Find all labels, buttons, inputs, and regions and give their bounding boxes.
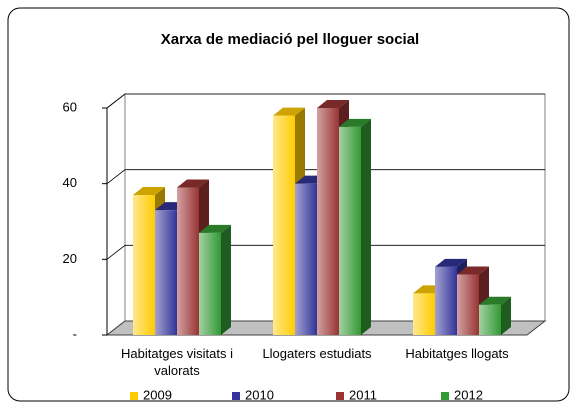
bar [435,266,457,335]
legend-swatch [232,392,240,400]
x-tick-label: Llogaters estudiats [262,346,372,361]
bar-top [339,118,371,127]
bar [479,304,501,335]
bar-top [435,258,467,267]
grid-line [106,244,545,260]
grid-line [106,169,545,184]
bar-top [479,296,511,305]
y-tick-label: 60 [63,99,77,114]
side-wall [106,92,126,337]
legend-label: 2011 [349,387,377,402]
bar [199,232,221,335]
bar-side [221,224,231,335]
bar [339,126,361,336]
bar-side [361,118,371,336]
bar [295,183,317,335]
bar [457,274,479,335]
chart-title: Xarxa de mediació pel lloguer social [161,31,419,48]
bar [133,195,155,335]
bar [317,108,339,335]
y-tick-label: 40 [63,175,77,190]
legend-swatch [441,392,449,400]
legend-swatch [336,392,344,400]
bar-top [273,107,305,116]
grid-line [106,93,545,109]
legend-swatch [130,392,138,400]
bar [155,210,177,335]
y-tick-label: 20 [63,251,77,266]
bar-side [501,296,511,335]
legend-label: 2012 [454,387,483,402]
legend-label: 2009 [143,387,172,402]
bar [413,293,435,335]
bar-top [199,224,231,233]
legend-label: 2010 [245,387,274,402]
x-tick-label: Habitatges visitats i valorats [121,346,233,378]
bar-top [177,179,209,188]
x-tick-label: Habitatges llogats [405,346,509,361]
bar-top [457,266,489,275]
bar-top [317,100,349,108]
bar [177,187,199,335]
bar [273,115,295,335]
bar-top [133,187,165,196]
y-tick-label: - [73,326,77,341]
